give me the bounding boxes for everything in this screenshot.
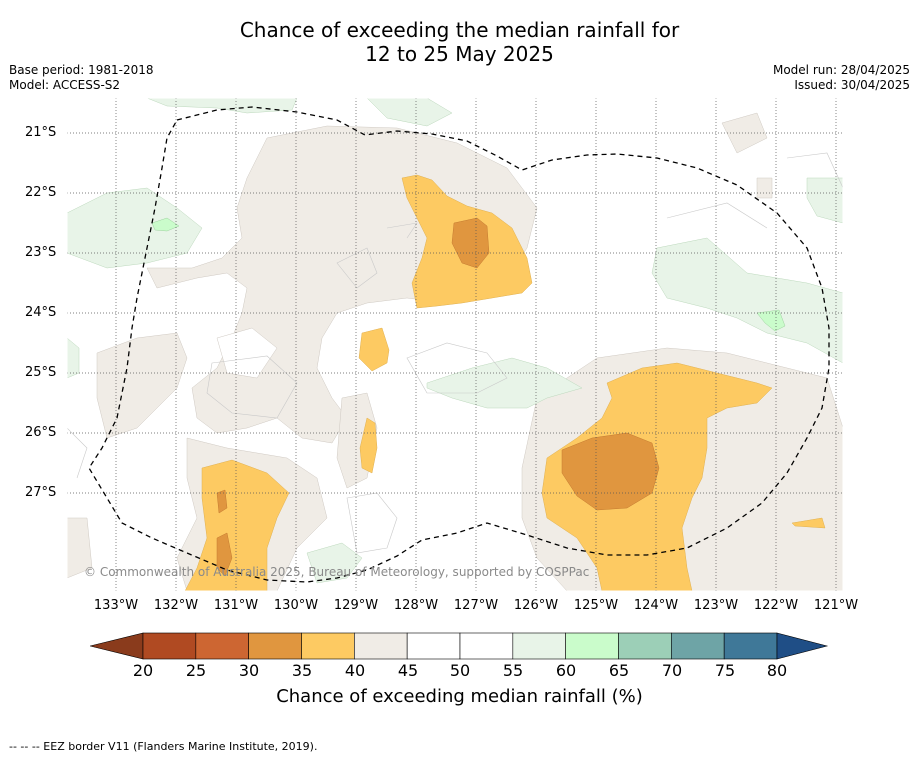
lon-label-124: 124°W bbox=[633, 598, 679, 613]
colorbar-tick-30: 30 bbox=[238, 661, 260, 680]
lat-label-25: 25°S bbox=[25, 365, 57, 380]
model-run: Model run: 28/04/2025 bbox=[772, 63, 910, 77]
lon-label-129: 129°W bbox=[333, 598, 379, 613]
colorbar-cell bbox=[142, 632, 197, 660]
colorbar-cell bbox=[618, 632, 672, 660]
colorbar-tick-55: 55 bbox=[502, 661, 524, 680]
colorbar-cell bbox=[671, 632, 725, 660]
lon-label-130: 130°W bbox=[273, 598, 319, 613]
lat-label-21: 21°S bbox=[25, 125, 57, 140]
colorbar bbox=[90, 632, 829, 660]
lat-label-24: 24°S bbox=[25, 305, 57, 320]
colorbar-tick-80: 80 bbox=[766, 661, 788, 680]
lon-label-125: 125°W bbox=[573, 598, 619, 613]
lon-label-123: 123°W bbox=[693, 598, 739, 613]
eez-legend-text: -- -- -- EEZ border V11 (Flanders Marine… bbox=[9, 740, 318, 753]
map-canvas bbox=[67, 98, 843, 591]
lon-label-121: 121°W bbox=[813, 598, 859, 613]
colorbar-high-extend bbox=[776, 632, 829, 660]
rainfall-map bbox=[67, 98, 843, 591]
colorbar-cell bbox=[512, 632, 566, 660]
colorbar-cell bbox=[195, 632, 249, 660]
lon-label-126: 126°W bbox=[513, 598, 559, 613]
lon-label-128: 128°W bbox=[393, 598, 439, 613]
colorbar-tick-40: 40 bbox=[344, 661, 366, 680]
colorbar-cell bbox=[354, 632, 408, 660]
colorbar-tick-75: 75 bbox=[714, 661, 736, 680]
copyright-text: © Commonwealth of Australia 2025, Bureau… bbox=[84, 565, 590, 579]
colorbar-tick-25: 25 bbox=[185, 661, 207, 680]
lon-label-131: 131°W bbox=[213, 598, 259, 613]
meta-left: Base period: 1981-2018 Model: ACCESS-S2 bbox=[9, 63, 154, 93]
model-name: Model: ACCESS-S2 bbox=[9, 78, 121, 92]
issued-date: Issued: 30/04/2025 bbox=[794, 78, 910, 92]
lon-label-122: 122°W bbox=[753, 598, 799, 613]
meta-right: Model run: 28/04/2025 Issued: 30/04/2025 bbox=[773, 63, 910, 93]
colorbar-cells bbox=[142, 632, 778, 660]
colorbar-tick-45: 45 bbox=[397, 661, 419, 680]
lat-label-23: 23°S bbox=[25, 245, 57, 260]
bright-green-spots bbox=[151, 217, 786, 332]
lat-label-27: 27°S bbox=[25, 485, 57, 500]
colorbar-low-extend bbox=[90, 632, 144, 660]
colorbar-cell bbox=[723, 632, 778, 660]
gridlines bbox=[67, 98, 843, 591]
colorbar-tick-60: 60 bbox=[555, 661, 577, 680]
colorbar-cell bbox=[565, 632, 619, 660]
light-green-regions bbox=[67, 98, 843, 584]
colorbar-cell bbox=[248, 632, 302, 660]
lon-label-127: 127°W bbox=[453, 598, 499, 613]
eez-border bbox=[88, 106, 830, 583]
title-line-1: Chance of exceeding the median rainfall … bbox=[239, 18, 680, 42]
title-line-2: 12 to 25 May 2025 bbox=[365, 42, 554, 66]
base-period: Base period: 1981-2018 bbox=[9, 63, 154, 77]
colorbar-tick-70: 70 bbox=[661, 661, 683, 680]
chart-title: Chance of exceeding the median rainfall … bbox=[0, 18, 919, 66]
colorbar-cell bbox=[406, 632, 461, 660]
lat-label-22: 22°S bbox=[25, 185, 57, 200]
colorbar-tick-50: 50 bbox=[449, 661, 471, 680]
colorbar-tick-65: 65 bbox=[608, 661, 630, 680]
contour-lines bbox=[67, 152, 843, 554]
lon-label-132: 132°W bbox=[153, 598, 199, 613]
orange-regions bbox=[216, 217, 660, 577]
colorbar-tick-35: 35 bbox=[291, 661, 313, 680]
colorbar-tick-20: 20 bbox=[132, 661, 154, 680]
lon-label-133: 133°W bbox=[93, 598, 139, 613]
colorbar-cell bbox=[459, 632, 514, 660]
lat-label-26: 26°S bbox=[25, 425, 57, 440]
colorbar-label: Chance of exceeding median rainfall (%) bbox=[276, 686, 643, 707]
colorbar-cell bbox=[301, 632, 355, 660]
